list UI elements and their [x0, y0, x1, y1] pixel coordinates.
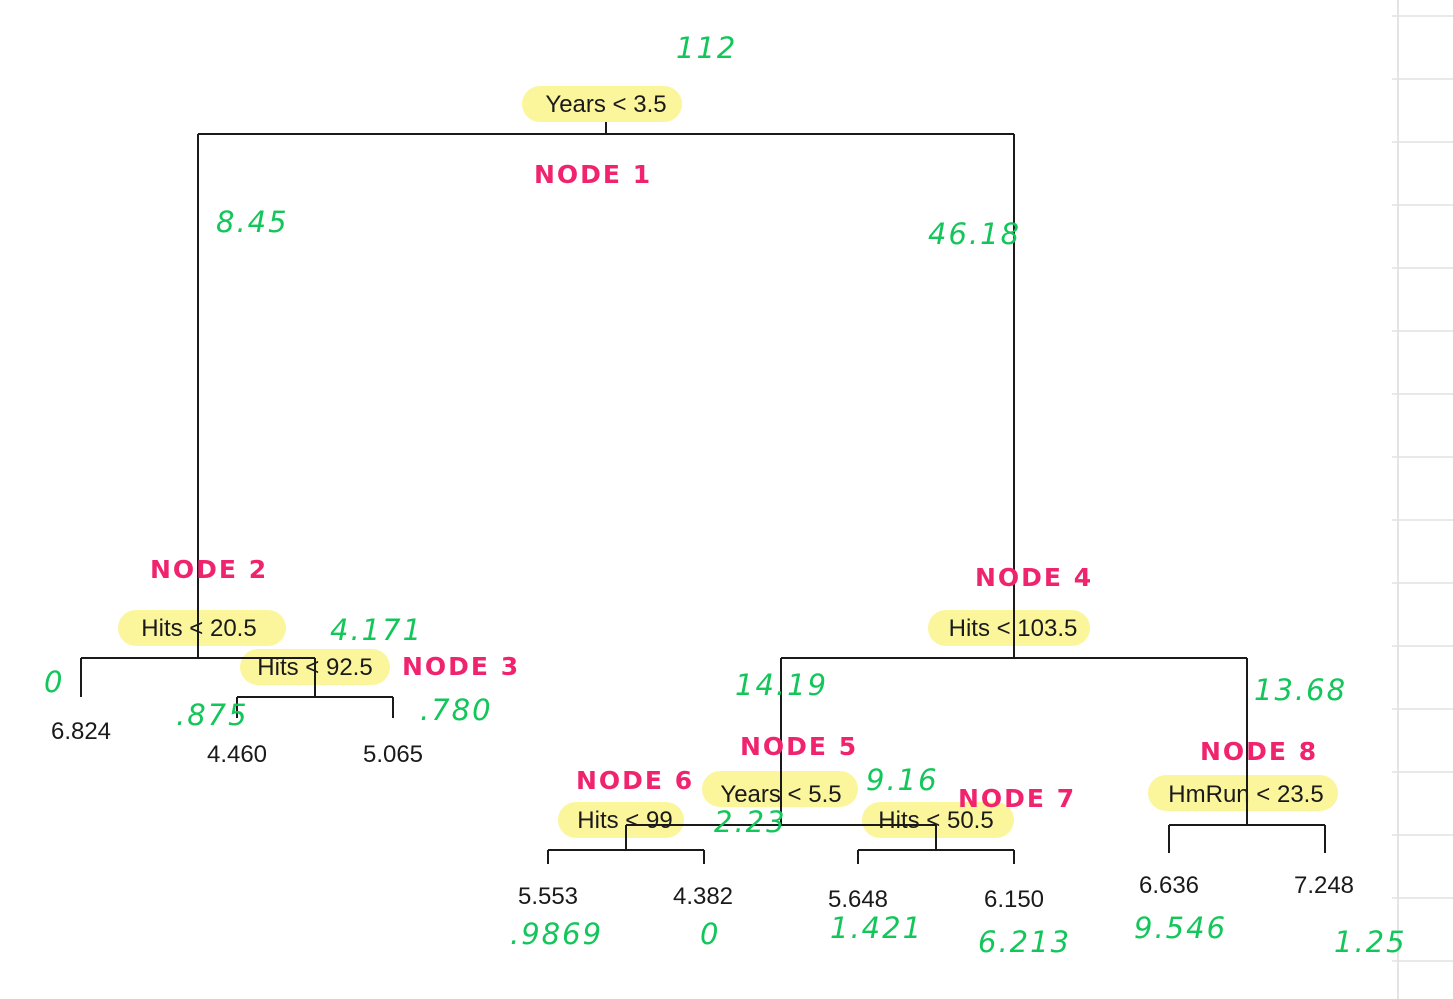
split-right-left-left: Hits < 99 — [577, 807, 672, 834]
value-node8: 13.68 — [1254, 673, 1347, 707]
value-left-branch: 8.45 — [216, 205, 289, 239]
value-leaf-6150: 6.213 — [978, 925, 1071, 959]
value-leaf-5065: .780 — [420, 693, 493, 727]
split-root: Years < 3.5 — [545, 91, 666, 118]
highlight-root — [522, 86, 682, 122]
leaf-l2: 4.460 — [207, 741, 267, 768]
node-label-3: NODE 3 — [402, 652, 520, 681]
leaf-values: 6.824 4.460 5.065 5.553 4.382 5.648 6.15… — [51, 718, 1354, 913]
value-node3: 4.171 — [330, 613, 423, 647]
value-annotations: 112 8.45 46.18 4.171 0 .875 .780 14.19 1… — [44, 31, 1407, 959]
leaf-l1: 6.824 — [51, 718, 111, 745]
split-left-sub: Hits < 92.5 — [257, 654, 372, 681]
split-highlights — [118, 86, 1338, 838]
split-labels: Years < 3.5 Hits < 20.5 Hits < 92.5 Hits… — [141, 91, 1323, 834]
value-leaf-4460: .875 — [176, 698, 249, 732]
split-right-right: HmRun < 23.5 — [1168, 781, 1323, 808]
highlight-left — [118, 610, 286, 646]
split-right-left: Years < 5.5 — [720, 781, 841, 808]
node-label-2: NODE 2 — [150, 555, 268, 584]
value-node6: 2.23 — [714, 805, 787, 839]
highlight-right-right — [1148, 775, 1338, 811]
leaf-l3: 5.065 — [363, 741, 423, 768]
highlight-right — [928, 610, 1090, 646]
value-leaf-6636: 9.546 — [1134, 911, 1227, 945]
notebook-page-edge — [1392, 0, 1453, 999]
split-right: Hits < 103.5 — [949, 615, 1078, 642]
leaf-l7: 6.150 — [984, 886, 1044, 913]
value-node7: 9.16 — [866, 763, 939, 797]
leaf-l4: 5.553 — [518, 883, 578, 910]
value-right-branch: 46.18 — [928, 217, 1021, 251]
tree-edges — [80, 122, 1326, 864]
split-right-left-right: Hits < 50.5 — [878, 807, 993, 834]
node-annotations: NODE 1 NODE 2 NODE 3 NODE 4 NODE 5 NODE … — [150, 160, 1318, 813]
node-label-7: NODE 7 — [958, 784, 1076, 813]
highlight-right-left-left — [558, 802, 684, 838]
value-root-total: 112 — [676, 31, 737, 65]
value-leaf-5553: .9869 — [510, 917, 603, 951]
node-label-4: NODE 4 — [975, 563, 1093, 592]
node-label-1: NODE 1 — [534, 160, 652, 189]
node-label-8: NODE 8 — [1200, 737, 1318, 766]
leaf-l8: 6.636 — [1139, 872, 1199, 899]
leaf-l9: 7.248 — [1294, 872, 1354, 899]
node-label-6: NODE 6 — [576, 766, 694, 795]
split-left: Hits < 20.5 — [141, 615, 256, 642]
value-leaf-7248: 1.25 — [1334, 925, 1407, 959]
highlight-right-left-right — [862, 802, 1014, 838]
value-node5-left: 14.19 — [735, 668, 828, 702]
leaf-l6: 5.648 — [828, 886, 888, 913]
leaf-l5: 4.382 — [673, 883, 733, 910]
value-leaf-5648: 1.421 — [830, 911, 923, 945]
value-leaf-4382: 0 — [700, 917, 720, 951]
node-label-5: NODE 5 — [740, 732, 858, 761]
value-leaf-6824: 0 — [44, 665, 64, 699]
